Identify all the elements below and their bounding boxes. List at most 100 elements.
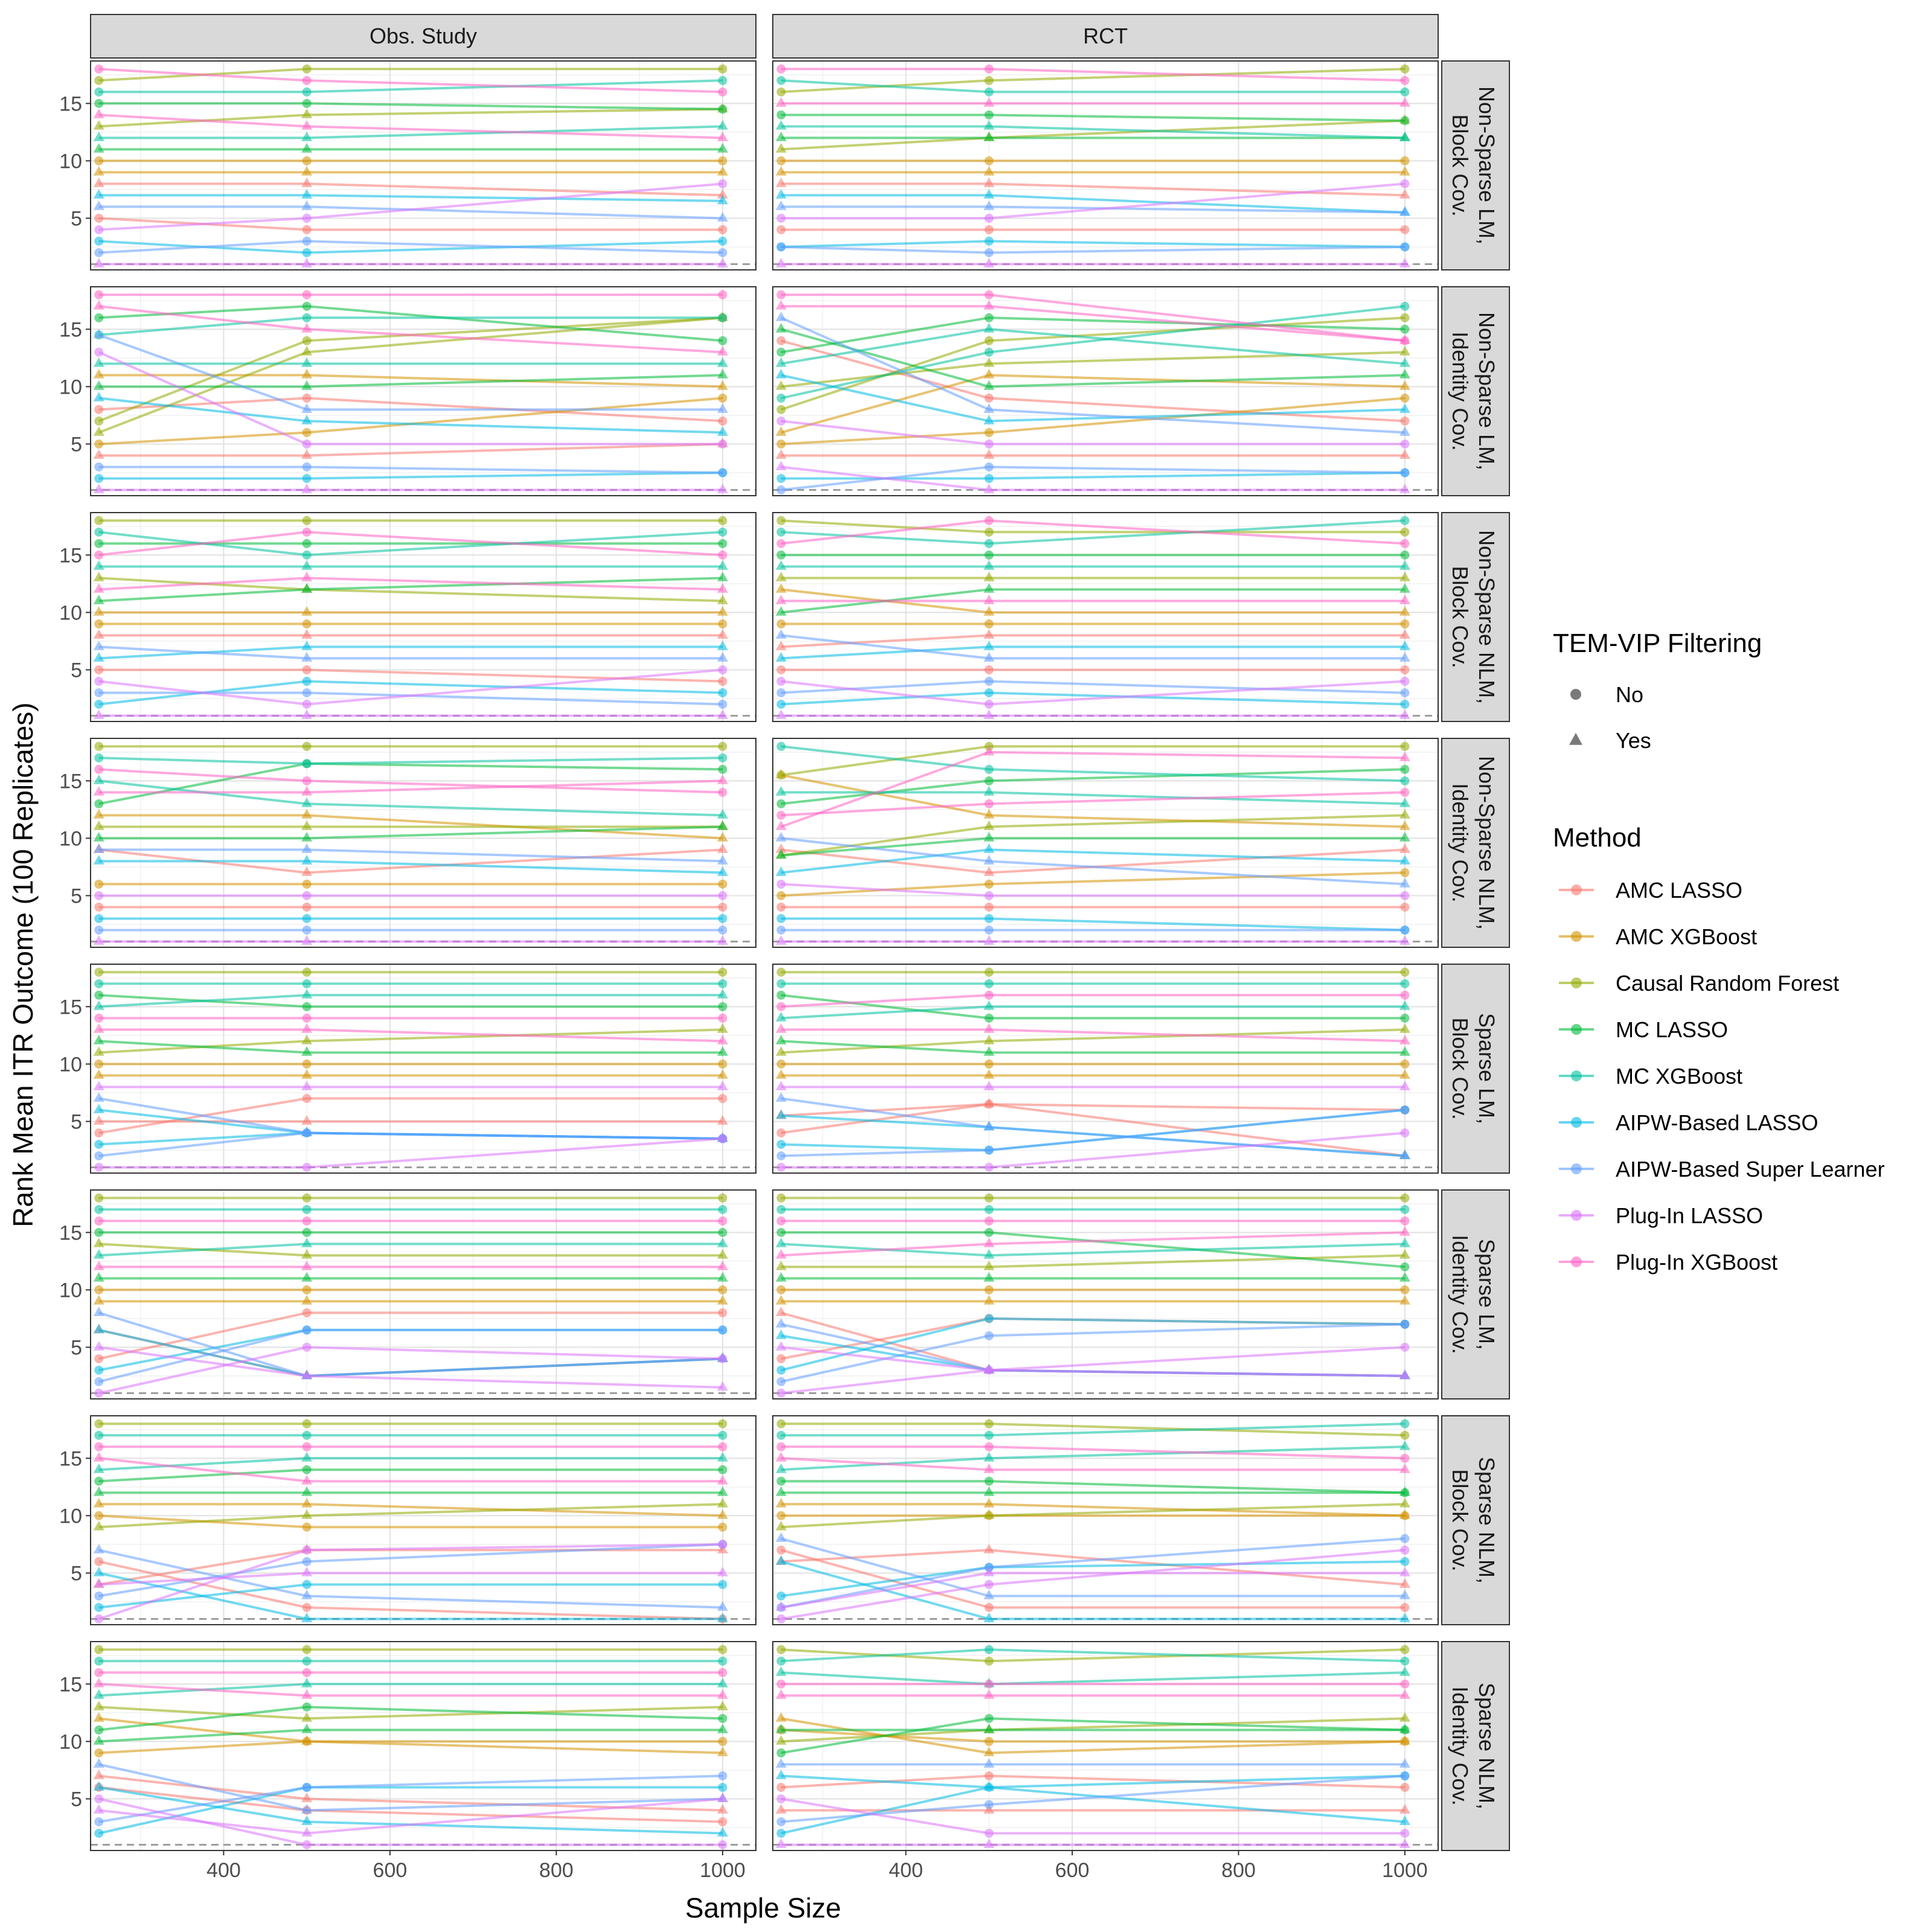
point-triangle <box>93 1804 104 1814</box>
point-triangle <box>301 346 313 356</box>
y-tick-label: 5 <box>71 207 82 230</box>
point-triangle <box>775 709 787 719</box>
point-circle <box>94 539 104 548</box>
point-circle <box>718 416 728 426</box>
panel-series <box>93 967 728 1172</box>
series-aipw-based-lasso-filtered <box>775 1555 1410 1622</box>
point-triangle <box>775 1735 787 1745</box>
series-plug-in-lasso-filtered <box>93 1081 728 1090</box>
series-aipw-based-super-learner-unfiltered <box>94 688 728 709</box>
point-circle <box>776 1354 786 1363</box>
point-triangle <box>775 1261 787 1270</box>
row-strip-bg <box>1441 60 1510 270</box>
series-mc-lasso-filtered <box>775 583 1410 616</box>
point-circle <box>94 462 104 472</box>
point-triangle <box>775 143 787 153</box>
point-triangle <box>775 178 787 187</box>
point-triangle <box>775 132 787 141</box>
point-circle <box>718 1002 728 1011</box>
point-triangle <box>984 866 995 876</box>
point-circle <box>984 990 994 1000</box>
point-circle <box>776 1442 786 1451</box>
point-triangle <box>1399 1590 1410 1599</box>
point-triangle <box>717 120 728 130</box>
point-triangle <box>301 606 313 616</box>
panel-background <box>91 1642 756 1850</box>
row-strip-bg <box>1441 286 1510 496</box>
point-circle <box>984 248 994 257</box>
point-circle <box>984 1145 994 1155</box>
series-plug-in-xgboost-filtered <box>93 774 728 796</box>
point-circle <box>718 1736 728 1746</box>
panel-border <box>772 738 1439 948</box>
series-aipw-based-super-learner-unfiltered <box>776 1105 1410 1160</box>
point-triangle <box>93 1463 104 1473</box>
point-circle <box>1400 776 1410 785</box>
point-circle <box>94 753 104 763</box>
series-plug-in-xgboost-unfiltered <box>776 1679 1410 1689</box>
series-amc-xgboost-filtered <box>775 1069 1410 1079</box>
point-triangle <box>984 1035 995 1044</box>
point-circle <box>776 979 786 988</box>
point-triangle <box>717 1115 728 1125</box>
series-amc-lasso-unfiltered <box>94 1308 728 1363</box>
panel-border <box>90 512 756 722</box>
point-circle <box>1400 1602 1410 1612</box>
series-mc-lasso-unfiltered <box>94 539 728 548</box>
x-tick-label: 1000 <box>1382 1859 1428 1882</box>
point-circle <box>984 225 994 234</box>
series-aipw-based-super-learner-filtered <box>775 1758 1410 1768</box>
point-triangle <box>1399 1046 1410 1056</box>
point-circle <box>1400 1342 1410 1352</box>
point-circle <box>984 1419 994 1428</box>
point-circle <box>776 810 786 820</box>
series-plug-in-lasso-filtered <box>775 1838 1410 1848</box>
point-circle <box>984 1059 994 1069</box>
point-triangle <box>984 1364 995 1374</box>
point-triangle <box>775 1804 787 1814</box>
point-circle <box>1400 1216 1410 1226</box>
series-mc-xgboost-unfiltered <box>94 527 728 560</box>
point-circle <box>984 87 994 97</box>
point-circle <box>302 87 312 97</box>
series-mc-xgboost-unfiltered <box>776 741 1410 785</box>
point-circle <box>776 990 786 1000</box>
series-aipw-based-super-learner-filtered <box>93 843 728 865</box>
series-aipw-based-super-learner-unfiltered <box>94 462 728 478</box>
series-plug-in-lasso-unfiltered <box>776 676 1410 709</box>
point-circle <box>718 313 728 322</box>
point-circle <box>984 1736 994 1746</box>
point-circle <box>718 439 728 449</box>
point-triangle <box>93 449 104 459</box>
x-axis-title: Sample Size <box>685 1892 841 1924</box>
series-mc-xgboost-filtered <box>775 786 1410 807</box>
point-circle <box>94 473 104 483</box>
x-tick-label: 400 <box>206 1859 241 1882</box>
point-circle <box>718 1059 728 1069</box>
point-triangle <box>775 595 787 604</box>
point-circle <box>718 1308 728 1317</box>
point-circle <box>302 473 312 483</box>
point-circle <box>776 485 786 494</box>
point-triangle <box>717 606 728 616</box>
legend-item-aipw-based-super-learner: AIPW-Based Super Learner <box>1559 1157 1885 1182</box>
point-triangle <box>301 109 313 118</box>
series-amc-lasso-unfiltered <box>776 1771 1410 1792</box>
point-triangle <box>717 1261 728 1270</box>
point-circle <box>302 1442 312 1451</box>
y-tick-label: 15 <box>59 1221 82 1244</box>
series-causal-random-forest-filtered <box>775 572 1410 581</box>
series-aipw-based-super-learner-filtered <box>775 311 1410 436</box>
point-triangle <box>984 322 995 333</box>
series-causal-random-forest-filtered <box>775 346 1410 390</box>
point-circle <box>302 1342 312 1352</box>
row-strip-bg <box>1441 738 1510 948</box>
point-triangle <box>1399 1804 1410 1814</box>
point-circle <box>302 1013 312 1023</box>
panel-series <box>775 1645 1410 1848</box>
point-circle <box>718 1093 728 1103</box>
point-triangle <box>1399 606 1410 616</box>
point-circle <box>718 979 728 988</box>
row-strip-5: Sparse LM,Block Cov. <box>1441 964 1510 1174</box>
point-circle <box>94 1216 104 1226</box>
